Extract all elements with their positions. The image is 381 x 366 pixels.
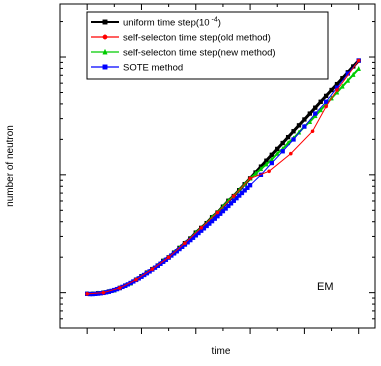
legend-items: uniform time step(10 -4) self-selecton ti… [91,17,276,74]
series-point [228,201,234,206]
series-point [269,160,274,166]
series-point [345,77,351,83]
series-point [280,149,285,154]
series-point [285,134,291,140]
series-point [323,93,329,99]
series-point [269,152,274,157]
series-point [166,255,171,260]
legend-swatch-marker [102,34,108,40]
legend-label: SOTE method [123,63,183,74]
series-point [209,218,215,224]
series-line [87,60,360,295]
series-point [291,129,296,134]
series-point [134,277,138,282]
series-point [302,124,307,129]
series-point [196,230,201,236]
em-annotation: EM [317,281,334,293]
legend-item: uniform time step(10 -4) [91,17,221,29]
series-point [324,104,328,109]
series-point [245,185,250,190]
series-4 [85,58,361,297]
series-point [237,193,242,198]
series-point [310,129,315,134]
legend-item: self-selecton time step(new method) [91,48,276,59]
series-point [288,151,293,156]
axes-layer [59,3,376,334]
legend: uniform time step(10 -4) self-selecton ti… [86,11,329,80]
series-point [340,83,345,89]
series-point [296,123,302,128]
series-point [253,170,258,176]
series-point [212,216,217,221]
y-axis-title: number of neutron [5,125,16,207]
series-point [215,210,220,215]
series-point [313,111,318,116]
series-point [150,267,155,271]
series-point [323,99,329,104]
legend-label: self-selecton time step(new method) [123,48,276,59]
series-point [242,188,247,193]
series-line [87,60,360,295]
series-point [275,146,280,152]
legend-swatch-marker [102,48,108,55]
series-point [329,87,334,93]
series-point [356,58,361,63]
legend-item: self-selecton time step(old method) [91,33,271,44]
legend-label-suffix: ) [218,18,221,29]
legend-label: uniform time step(10 -4) [123,17,221,29]
legend-label-superscript: -4 [210,17,218,24]
series-line [87,59,360,296]
series-point [318,107,323,113]
legend-box [86,11,329,80]
series-point [350,71,356,77]
series-point [226,203,231,209]
series-point [302,117,307,122]
series-point [239,190,245,196]
series-point [223,206,228,211]
series-point [280,140,285,146]
x-axis-title: time [212,346,231,357]
series-point [264,161,269,167]
series-point [356,65,361,71]
series-point [231,198,236,203]
legend-swatch-marker [102,64,108,70]
series-point [335,88,339,92]
series-point [307,111,312,116]
series-point [248,176,252,181]
series-point [318,99,323,104]
series-2 [85,58,361,296]
series-point [274,150,280,156]
series-point [199,226,204,230]
series-point [291,137,296,142]
series-point [85,291,90,296]
series-point [183,241,187,246]
series-point [313,105,318,110]
series-point [258,165,264,172]
legend-label: self-selecton time step(old method) [123,33,271,44]
series-point [207,221,212,226]
series-point [231,194,236,198]
plot-frame [59,3,376,329]
series-1 [85,58,361,296]
series-point [220,208,226,214]
series-point [234,196,239,201]
series-layer [84,58,361,297]
legend-swatch-marker [102,19,108,25]
series-point [101,290,106,295]
series-point [247,183,253,188]
legend-item: SOTE method [91,63,183,74]
series-point [204,223,209,229]
series-point [117,286,122,290]
series-point [267,169,271,174]
